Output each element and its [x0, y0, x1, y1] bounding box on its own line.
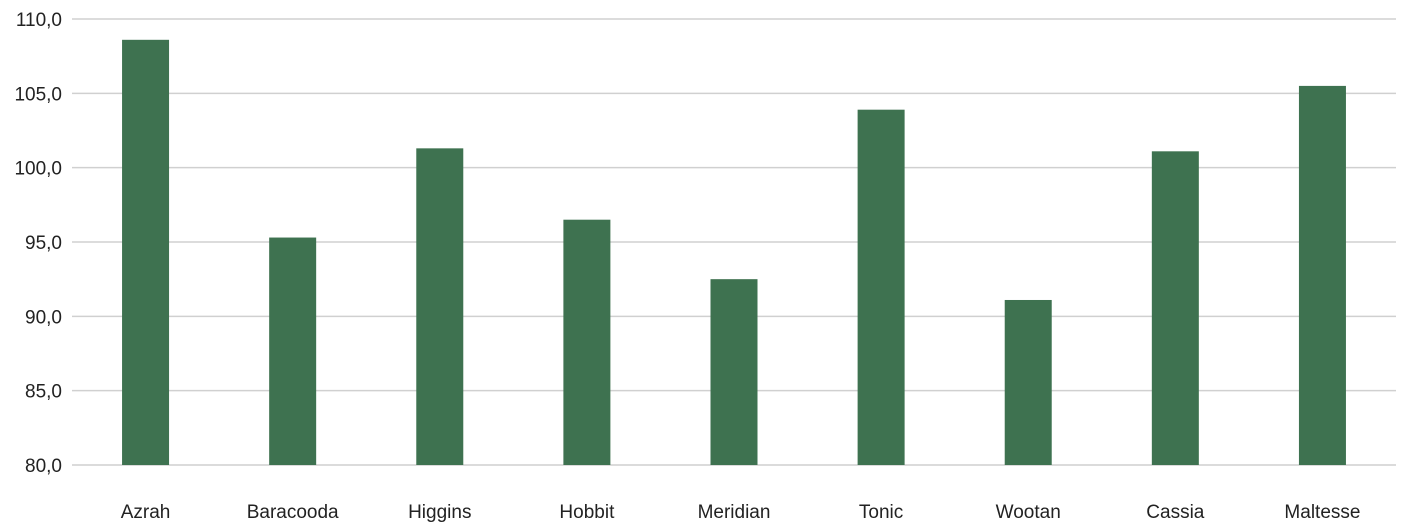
y-tick-label: 85,0 — [25, 382, 62, 403]
bar-higgins — [416, 148, 464, 465]
y-axis-tick-labels: 80,0 85,0 90,0 95,0 100,0 105,0 110,0 — [14, 10, 62, 477]
x-category-label: Maltesse — [1284, 502, 1360, 523]
bar-cassia — [1151, 151, 1199, 465]
bar-azrah — [122, 39, 170, 466]
x-category-label: Tonic — [859, 502, 903, 523]
bar-wootan — [1004, 299, 1052, 465]
y-tick-label: 90,0 — [25, 307, 62, 328]
y-tick-label: 80,0 — [25, 456, 62, 477]
bar-baracooda — [269, 237, 317, 465]
x-category-label: Cassia — [1146, 502, 1205, 523]
x-category-label: Higgins — [408, 502, 471, 523]
y-tick-label: 105,0 — [14, 84, 62, 105]
x-category-label: Azrah — [121, 502, 171, 523]
x-category-label: Wootan — [996, 502, 1061, 523]
x-category-label: Hobbit — [559, 502, 615, 523]
bar-hobbit — [563, 219, 611, 465]
x-category-label: Baracooda — [247, 502, 339, 523]
y-tick-label: 100,0 — [14, 159, 62, 180]
x-category-label: Meridian — [698, 502, 771, 523]
bar-tonic — [857, 109, 905, 465]
x-axis-category-labels: Azrah Baracooda Higgins Hobbit Meridian Tonic… — [121, 502, 1361, 523]
bar-meridian — [710, 279, 758, 465]
y-tick-label: 95,0 — [25, 233, 62, 254]
bars — [122, 39, 1346, 466]
y-tick-label: 110,0 — [16, 10, 62, 31]
bar-maltesse — [1298, 85, 1346, 466]
